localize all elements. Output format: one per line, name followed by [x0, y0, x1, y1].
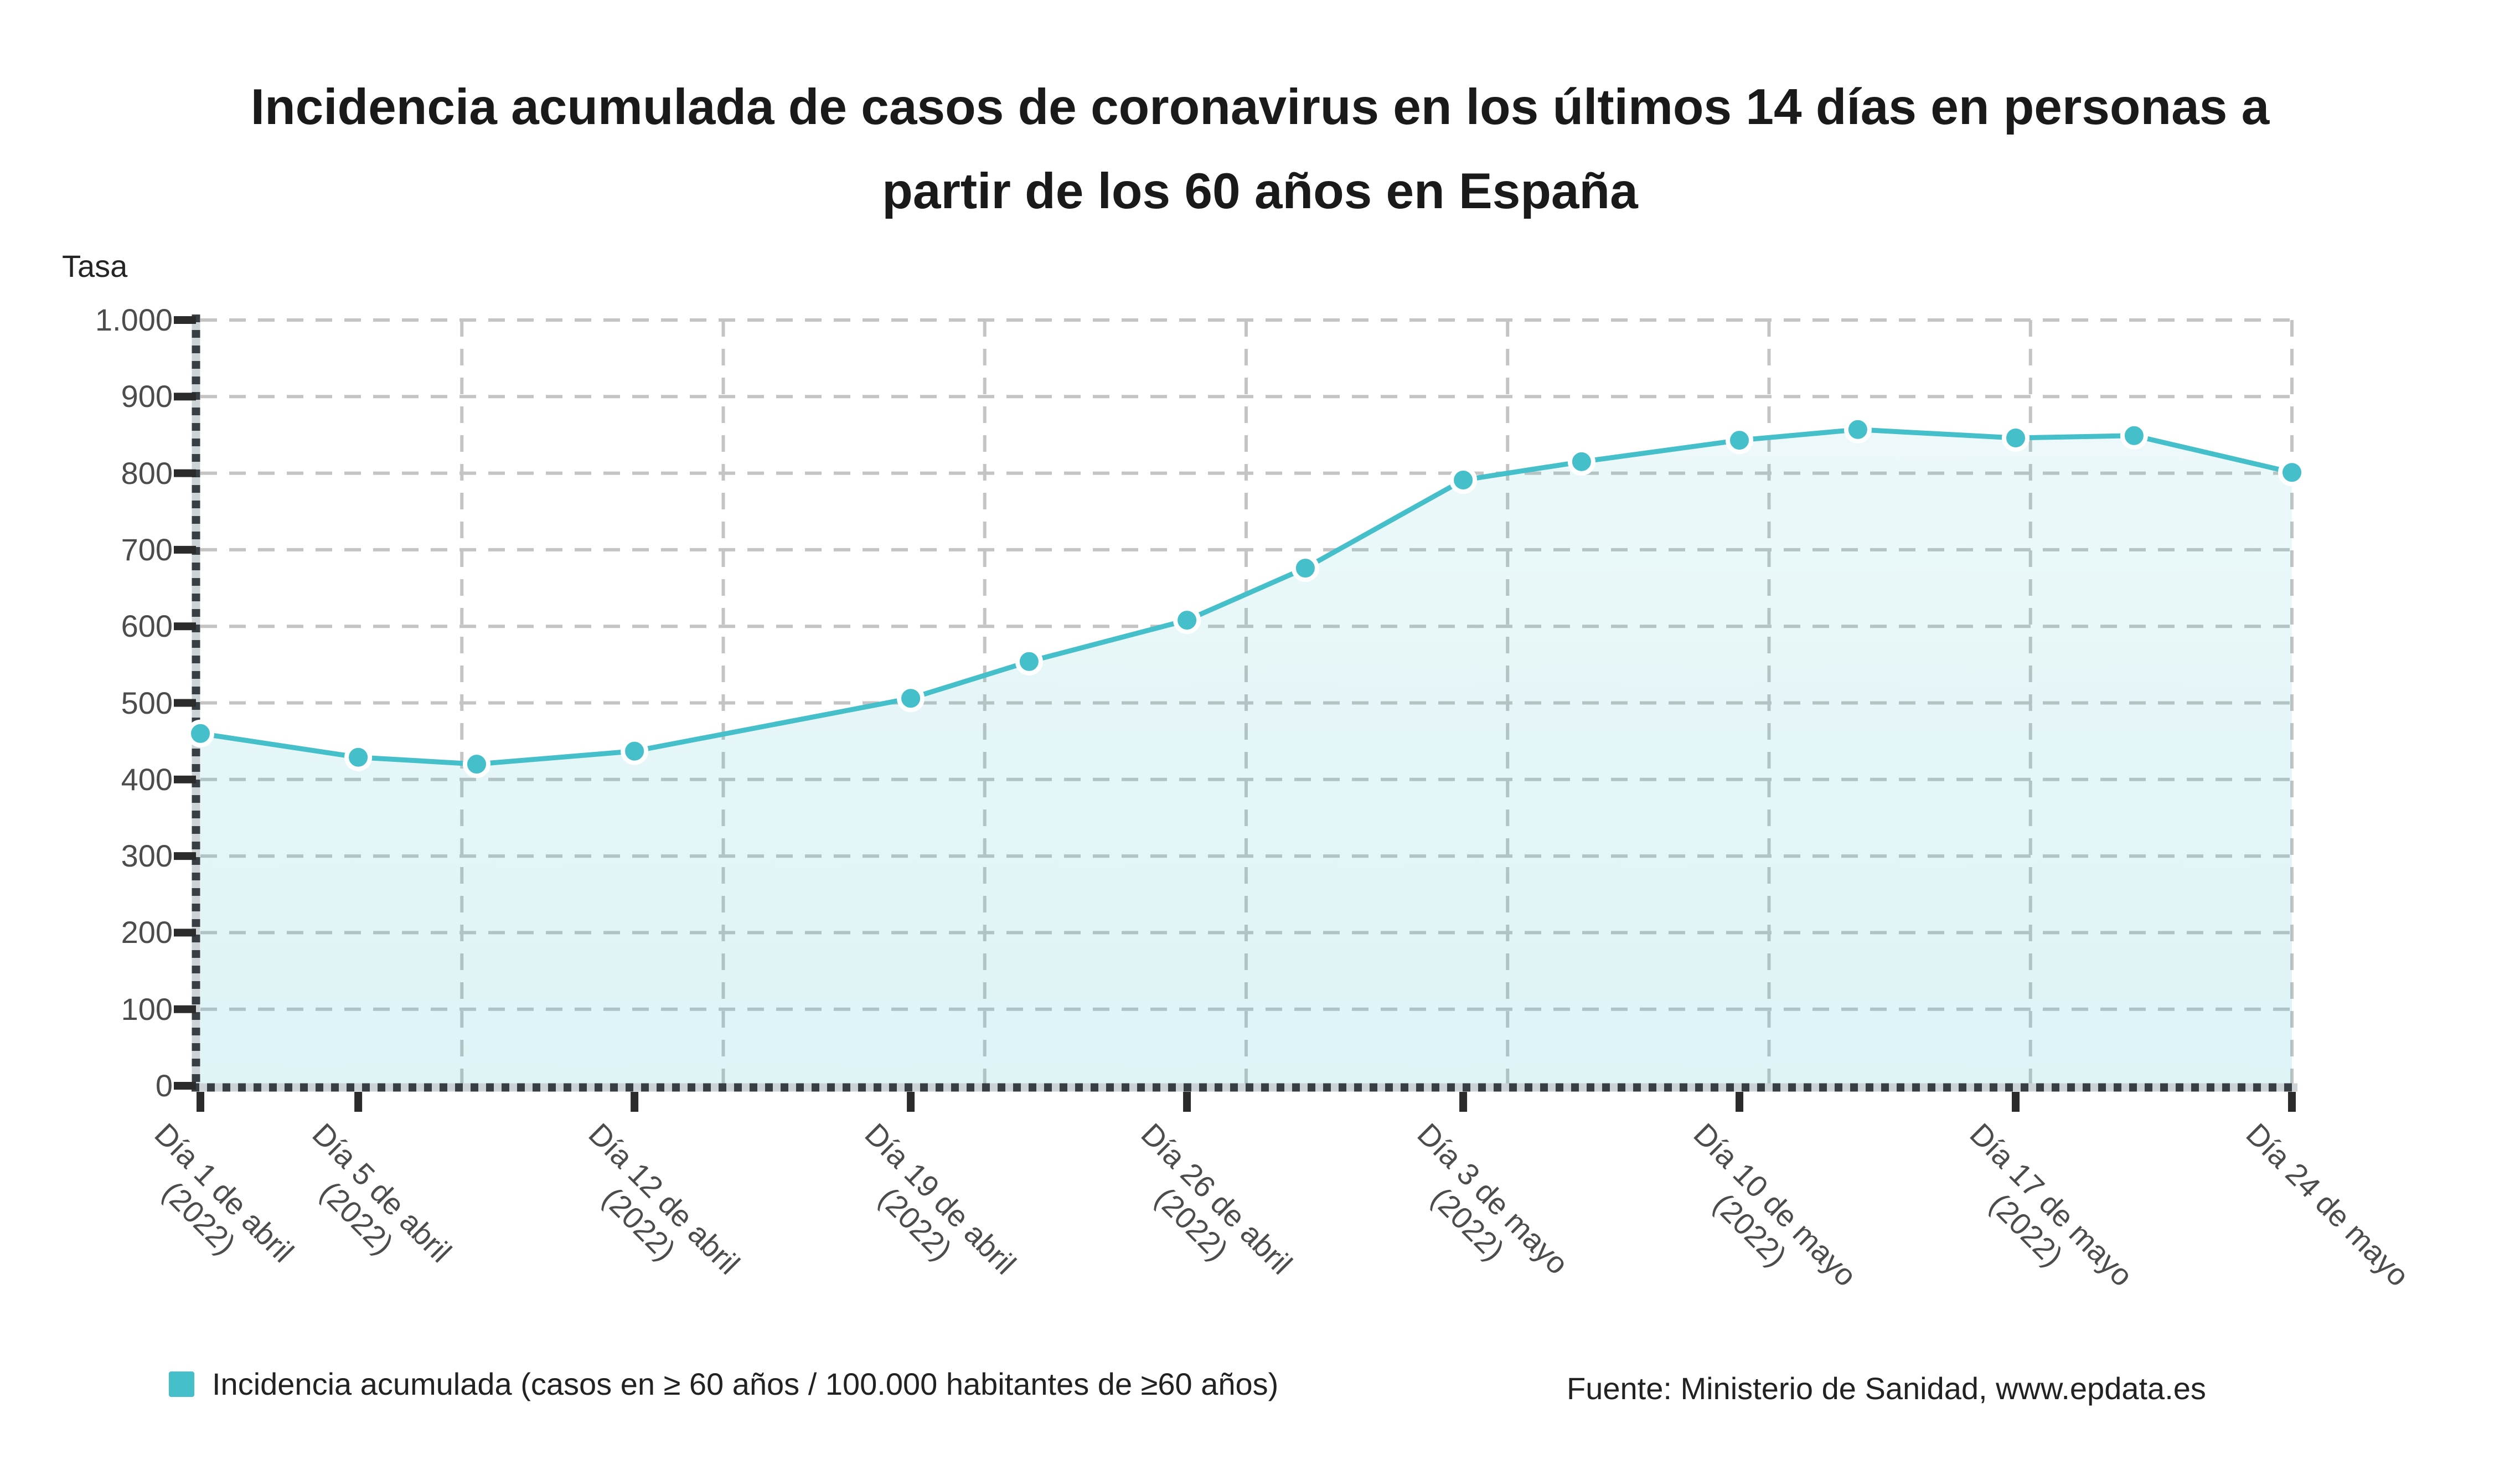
y-axis-tick-label: 1.000 — [95, 302, 173, 337]
y-axis-tick — [174, 469, 196, 477]
legend-item[interactable]: Incidencia acumulada (casos en ≥ 60 años… — [169, 1366, 1278, 1402]
y-axis-title: Tasa — [62, 249, 128, 283]
data-point-marker — [344, 743, 373, 771]
chart-title-line-1: Incidencia acumulada de casos de coronav… — [250, 79, 2270, 135]
data-point-marker — [1843, 415, 1872, 444]
x-axis-tick — [2288, 1092, 2296, 1112]
data-point-marker — [1291, 554, 1319, 582]
data-point-marker — [1449, 466, 1478, 494]
y-axis-tick — [174, 622, 196, 631]
data-point-marker — [2002, 424, 2030, 452]
y-axis-tick — [174, 316, 196, 324]
data-point-marker — [1173, 606, 1201, 635]
y-axis-tick — [174, 1082, 196, 1090]
x-axis-tick — [907, 1092, 915, 1112]
y-axis-tick — [174, 775, 196, 783]
y-axis-tick — [174, 393, 196, 401]
data-point-marker — [1726, 426, 1753, 455]
x-axis-tick — [631, 1092, 639, 1112]
x-axis-tick — [1459, 1092, 1468, 1112]
x-axis-tick — [2012, 1092, 2020, 1112]
legend-label: Incidencia acumulada (casos en ≥ 60 años… — [212, 1366, 1279, 1401]
data-point-marker — [1015, 647, 1043, 675]
data-point-marker — [2120, 421, 2148, 450]
y-axis-tick-label: 400 — [121, 761, 173, 797]
data-point-marker — [621, 737, 649, 765]
chart-title-line-2: partir de los 60 años en España — [882, 163, 1638, 219]
y-axis-tick-label: 700 — [121, 532, 173, 567]
chart-title: Incidencia acumulada de casos de coronav… — [0, 65, 2520, 234]
data-point-marker — [1567, 447, 1595, 476]
x-axis-tick — [354, 1092, 363, 1112]
x-axis-tick — [197, 1092, 204, 1112]
source-credit: Fuente: Ministerio de Sanidad, www.epdat… — [1567, 1371, 2206, 1406]
y-axis-tick-label: 600 — [121, 608, 173, 644]
data-point-marker — [463, 750, 490, 778]
data-point-marker — [187, 719, 214, 747]
y-axis-tick — [174, 545, 196, 554]
y-axis-tick — [174, 929, 196, 937]
y-axis-tick-label: 100 — [121, 991, 173, 1027]
y-axis-tick-label: 500 — [121, 685, 173, 720]
series-area-fill — [200, 429, 2292, 1086]
data-point-marker — [897, 684, 925, 713]
y-axis-tick — [174, 699, 196, 707]
data-point-marker — [2278, 458, 2306, 487]
legend-swatch-icon — [169, 1371, 194, 1397]
y-axis-tick-label: 900 — [121, 379, 173, 414]
y-axis-tick-label: 800 — [121, 455, 173, 491]
y-axis-tick — [174, 852, 196, 860]
y-axis-tick-label: 200 — [121, 915, 173, 950]
y-axis-tick-label: 300 — [121, 838, 173, 874]
y-axis-tick — [174, 1005, 196, 1013]
x-axis-tick — [1183, 1092, 1191, 1112]
x-axis-tick — [1736, 1092, 1744, 1112]
y-axis-tick-label: 0 — [155, 1068, 173, 1103]
